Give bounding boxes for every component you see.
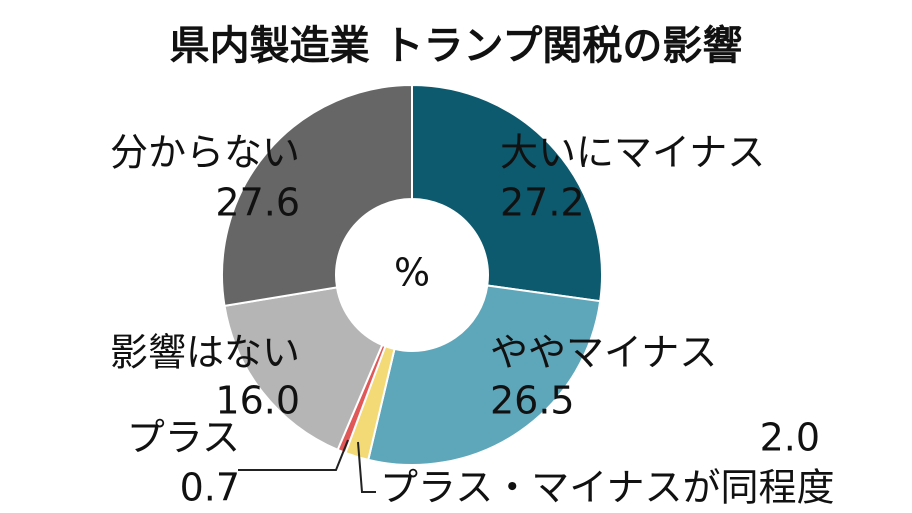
leader-line bbox=[238, 439, 349, 471]
category-label: 大いにマイナス bbox=[500, 131, 765, 175]
donut-slice bbox=[223, 286, 384, 452]
leader-line bbox=[357, 441, 376, 493]
category-label: 影響はない bbox=[110, 331, 300, 375]
value-label: 0.7 bbox=[180, 466, 240, 510]
center-label: % bbox=[394, 251, 430, 295]
chart-title: 県内製造業 トランプ関税の影響 bbox=[170, 23, 743, 69]
donut-slice bbox=[367, 284, 602, 466]
donut-slice bbox=[221, 83, 413, 308]
value-label: 16.0 bbox=[215, 379, 300, 423]
category-label: ややマイナス bbox=[490, 331, 717, 375]
value-label: 26.5 bbox=[490, 379, 575, 423]
category-label: プラス・マイナスが同程度 bbox=[380, 466, 834, 510]
value-label: 27.6 bbox=[215, 181, 300, 225]
donut-slice bbox=[411, 83, 603, 303]
category-label: 分からない bbox=[110, 131, 300, 175]
value-label: 2.0 bbox=[760, 416, 820, 460]
category-label: プラス bbox=[127, 416, 240, 460]
value-label: 27.2 bbox=[500, 181, 585, 225]
